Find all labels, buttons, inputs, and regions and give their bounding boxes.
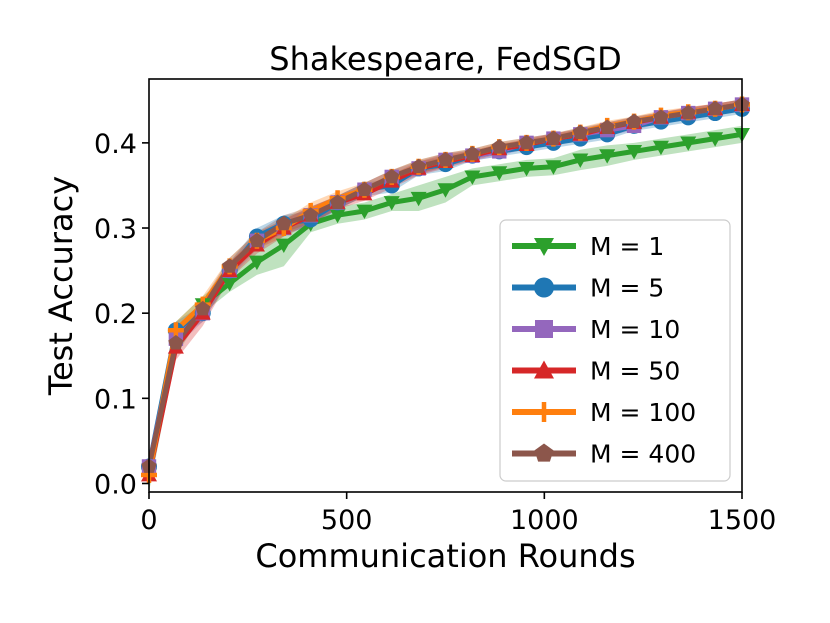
y-tick-label: 0.1 [94,384,137,415]
point-m-1-12 [464,170,481,185]
y-tick-label: 0.4 [94,129,137,160]
point-m-1-11 [437,183,454,198]
legend-label-m-10: M = 10 [590,315,680,344]
point-m-1-16 [572,153,589,168]
point-m-400-21 [707,100,723,116]
point-m-1-15 [545,160,562,175]
x-tick-label: 500 [321,505,373,536]
point-m-400-4 [249,232,265,248]
point-m-400-13 [491,139,507,154]
point-m-400-8 [356,181,373,197]
point-m-400-17 [599,119,615,135]
point-m-400-9 [384,168,400,184]
point-m-400-16 [572,124,588,140]
point-m-1-17 [599,149,616,164]
point-m-400-7 [329,194,346,209]
x-tick-label: 0 [140,505,157,536]
legend-label-m-5: M = 5 [590,274,664,303]
legend: M = 1 M = 5 M = 10 M = 50 M = 100 M = 400 [499,219,731,482]
band-m-1 [149,125,742,492]
legend-marker-m-10 [535,320,553,338]
y-tick-label: 0.0 [94,469,137,500]
legend-marker-m-5 [534,277,554,298]
point-m-400-10 [411,158,427,174]
tick-labels: 0 500 1000 1500 0.0 0.1 0.2 0.3 0.4 [94,129,776,536]
legend-marker-m-50 [534,360,554,379]
point-m-1-21 [707,132,724,147]
y-axis-label: Test Accuracy [42,176,80,396]
legend-label-m-100: M = 100 [590,398,696,427]
legend-marker-m-400 [534,443,554,462]
legend-marker-m-1 [534,238,554,256]
point-m-400-14 [518,134,535,150]
legend-marker-m-100 [534,402,554,422]
axes [142,78,743,499]
x-tick-label: 1000 [510,505,579,536]
point-m-400-11 [437,151,454,167]
point-m-400-1 [168,334,184,350]
y-tick-label: 0.3 [94,214,137,245]
x-axis-label: Communication Rounds [255,537,635,575]
point-m-400-19 [653,109,669,124]
chart-title: Shakespeare, FedSGD [269,40,621,78]
point-m-1-7 [329,208,346,224]
series-lines [149,102,742,476]
point-m-1-8 [356,204,373,219]
y-tick-label: 0.2 [94,299,137,330]
point-m-400-15 [545,130,562,146]
point-m-1-9 [383,196,400,211]
point-m-1-5 [275,238,292,254]
point-m-1-10 [410,191,427,207]
confidence-bands [149,99,742,492]
x-tick-label: 1500 [708,505,777,536]
point-m-1-19 [652,140,669,156]
point-m-1-14 [518,162,535,177]
point-m-1-18 [626,144,643,160]
legend-label-m-1: M = 1 [590,232,664,261]
point-m-1-3 [221,276,238,292]
point-m-400-6 [303,207,319,222]
point-m-400-12 [464,145,480,161]
legend-label-m-50: M = 50 [590,357,680,386]
point-m-1-4 [248,255,265,271]
point-m-400-18 [626,113,642,129]
point-m-1-20 [680,136,697,151]
point-m-400-3 [222,258,238,273]
plot-frame [148,78,743,493]
point-m-400-2 [195,300,211,316]
point-m-400-5 [276,215,292,231]
series-markers [141,96,750,483]
point-m-1-13 [491,166,508,181]
legend-label-m-400: M = 400 [590,440,696,469]
point-m-400-20 [680,105,696,120]
